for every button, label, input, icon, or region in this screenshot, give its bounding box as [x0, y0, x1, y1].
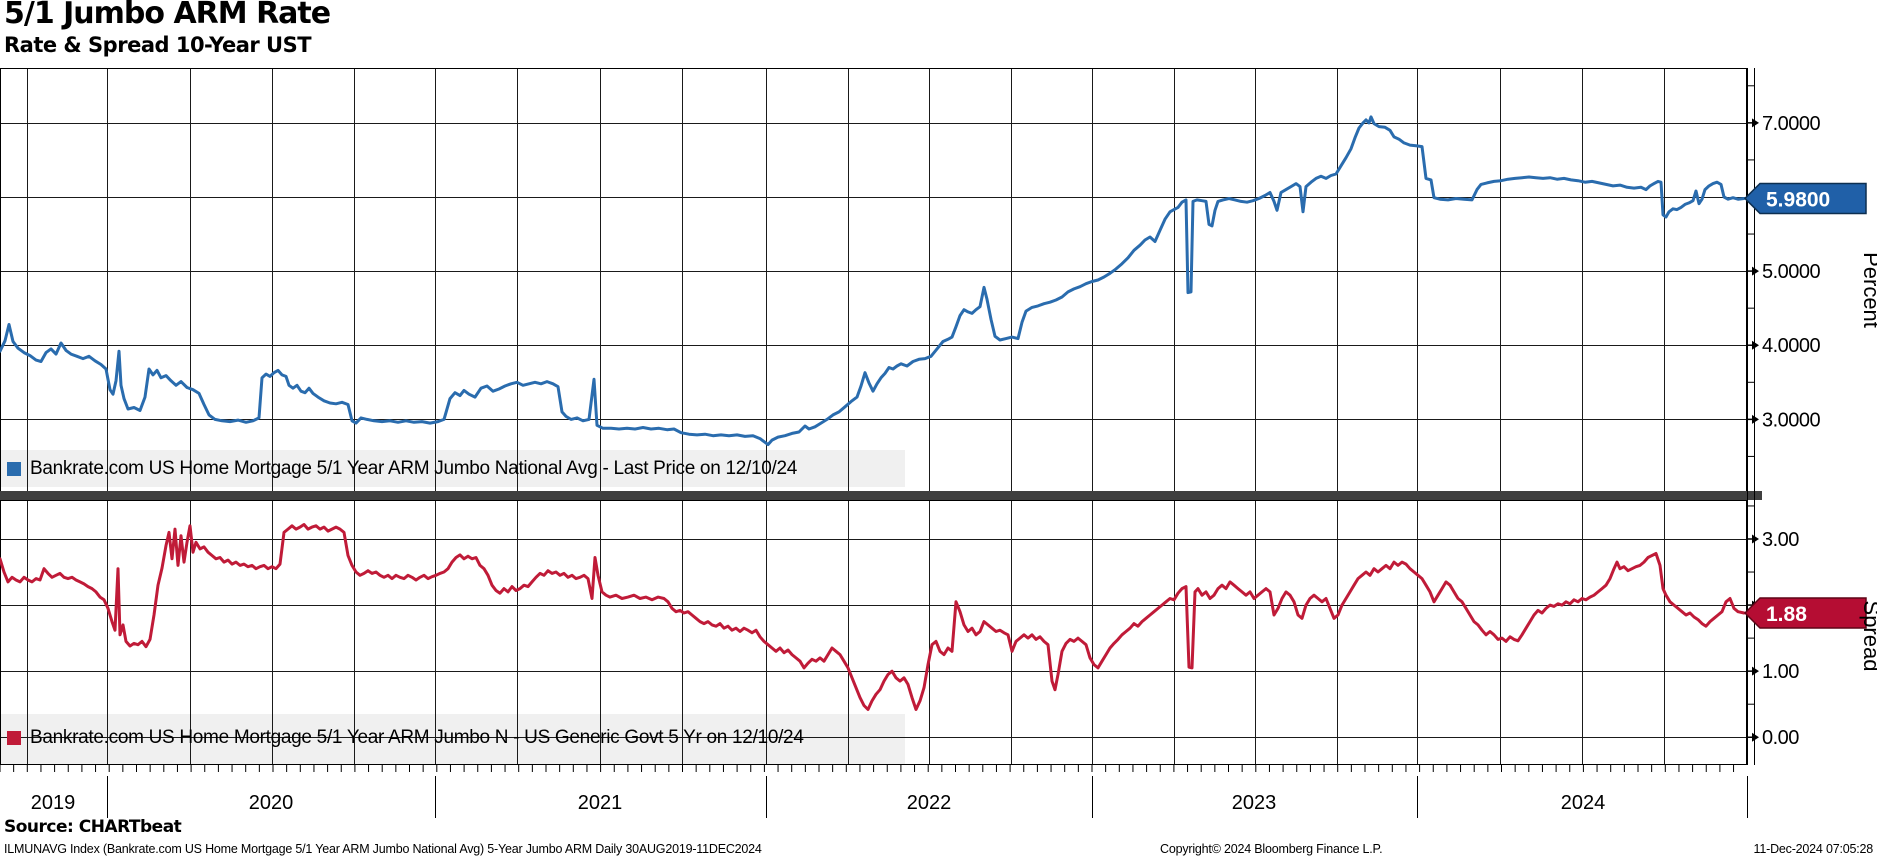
y-axis-tick-label: 3.0000 — [1762, 409, 1821, 431]
last-price-value-spread: 1.88 — [1766, 603, 1807, 626]
series-line-rate — [0, 115, 1746, 447]
last-price-badge-rate — [1743, 182, 1867, 215]
legend-bg — [0, 714, 905, 765]
y-axis-tick-arrow-icon — [1752, 340, 1759, 350]
y-axis-tick-label: 0.00 — [1762, 727, 1799, 749]
legend-bg — [0, 450, 905, 487]
rate-series-swatch-icon — [7, 461, 21, 476]
x-axis-year-label: 2020 — [249, 792, 294, 814]
y-axis-tick-arrow-icon — [1752, 118, 1759, 128]
y-axis-title-spread: Spread — [1859, 601, 1877, 672]
render-timestamp: 11-Dec-2024 07:05:28 — [1753, 842, 1874, 856]
legend-spread-label: Bankrate.com US Home Mortgage 5/1 Year A… — [30, 727, 804, 748]
y-axis-tick-arrow-icon — [1752, 266, 1759, 276]
index-description: ILMUNAVG Index (Bankrate.com US Home Mor… — [4, 842, 762, 856]
legend-spread: Bankrate.com US Home Mortgage 5/1 Year A… — [7, 721, 804, 755]
y-axis-tick-label: 5.0000 — [1762, 261, 1821, 283]
panel-divider — [0, 491, 1762, 500]
last-price-badge-spread — [1743, 597, 1867, 629]
legend-rate-label: Bankrate.com US Home Mortgage 5/1 Year A… — [30, 457, 798, 479]
y-axis-tick-arrow-icon — [1752, 414, 1759, 424]
y-axis-title-rate: Percent — [1859, 252, 1877, 328]
x-axis-year-label: 2021 — [578, 792, 623, 814]
legend-rate: Bankrate.com US Home Mortgage 5/1 Year A… — [7, 450, 797, 487]
series-line-spread — [0, 523, 1746, 711]
plot-border — [0, 68, 1747, 492]
y-axis-tick-label: 4.0000 — [1762, 335, 1821, 357]
y-axis-tick-arrow-icon — [1752, 666, 1759, 676]
chart-subtitle: Rate & Spread 10-Year UST — [4, 33, 312, 57]
x-axis-year-label: 2022 — [907, 792, 952, 814]
y-axis-tick-arrow-icon — [1752, 534, 1759, 544]
y-axis-tick-label: 3.00 — [1762, 529, 1799, 551]
last-price-value-rate: 5.9800 — [1766, 188, 1830, 211]
x-axis-year-label: 2024 — [1561, 792, 1606, 814]
y-axis-tick-label: 1.00 — [1762, 661, 1799, 683]
chart-title: 5/1 Jumbo ARM Rate — [4, 0, 331, 31]
x-axis-year-label: 2019 — [31, 792, 76, 814]
x-axis-year-label: 2023 — [1232, 792, 1277, 814]
plot-border — [0, 500, 1747, 765]
source-label: Source: CHARTbeat — [4, 817, 182, 837]
y-axis-tick-label: 7.0000 — [1762, 113, 1821, 135]
y-axis-tick-arrow-icon — [1752, 732, 1759, 742]
spread-series-swatch-icon — [7, 731, 21, 745]
copyright-notice: Copyright© 2024 Bloomberg Finance L.P. — [1160, 842, 1383, 856]
